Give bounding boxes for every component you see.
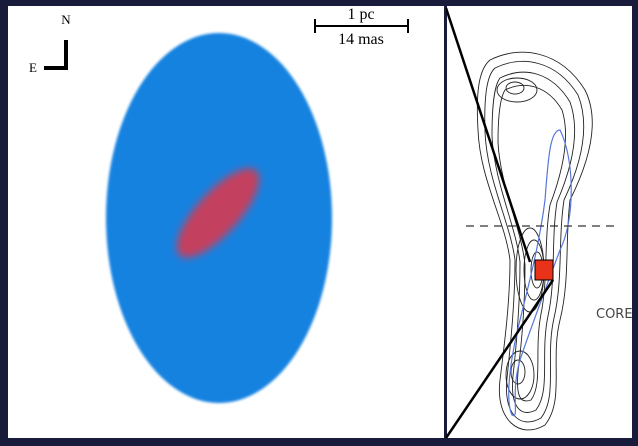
east-label: E bbox=[29, 60, 37, 75]
north-label: N bbox=[61, 12, 71, 27]
scale-angular: 14 mas bbox=[338, 31, 384, 48]
figure: N E 1 pc 14 mas CORE bbox=[0, 0, 638, 446]
right-panel bbox=[447, 6, 632, 438]
core-box bbox=[535, 260, 553, 280]
scale-physical: 1 pc bbox=[347, 6, 374, 23]
core-label: CORE bbox=[596, 307, 633, 322]
